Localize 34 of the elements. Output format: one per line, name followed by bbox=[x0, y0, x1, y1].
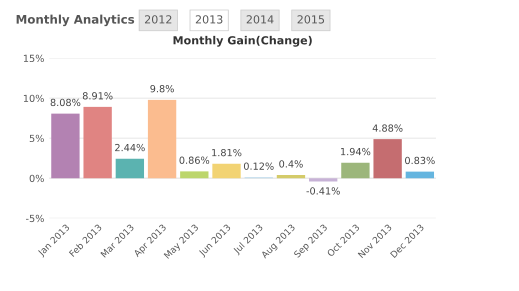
bar bbox=[406, 172, 434, 178]
y-tick-label: 0% bbox=[30, 174, 44, 182]
data-label: 0.83% bbox=[405, 156, 435, 164]
data-label: 0.4% bbox=[279, 160, 303, 168]
y-tick-label: 10% bbox=[24, 94, 44, 102]
bar bbox=[373, 139, 402, 178]
bar bbox=[212, 164, 241, 178]
bar bbox=[276, 175, 306, 178]
data-label: 4.88% bbox=[372, 124, 403, 132]
text: 2015 bbox=[298, 15, 324, 24]
data-label: 2.44% bbox=[115, 144, 145, 152]
data-label: 9.8% bbox=[150, 85, 174, 92]
data-label: 0.86% bbox=[180, 156, 210, 164]
data-label: 1.81% bbox=[212, 148, 242, 156]
data-label: 1.94% bbox=[341, 148, 370, 156]
bar bbox=[51, 114, 80, 178]
text: 2012 bbox=[144, 15, 172, 24]
bar bbox=[309, 178, 338, 182]
bar bbox=[341, 162, 370, 178]
bar bbox=[148, 100, 176, 178]
text: 2013 bbox=[196, 15, 222, 24]
data-label: 8.08% bbox=[50, 98, 80, 106]
data-label: 0.12% bbox=[244, 162, 274, 170]
y-tick-label: -5% bbox=[26, 214, 44, 222]
chart-title: Monthly Gain(Change) bbox=[174, 36, 312, 47]
text: Monthly Analytics bbox=[16, 14, 134, 26]
bar bbox=[83, 106, 112, 178]
data-label: -0.41% bbox=[306, 187, 340, 195]
data-label: 8.91% bbox=[82, 92, 113, 100]
bar bbox=[116, 158, 144, 178]
y-tick-label: 5% bbox=[30, 134, 44, 142]
y-tick-label: 15% bbox=[24, 54, 44, 62]
bar bbox=[180, 171, 208, 178]
text: 2014 bbox=[246, 15, 274, 24]
